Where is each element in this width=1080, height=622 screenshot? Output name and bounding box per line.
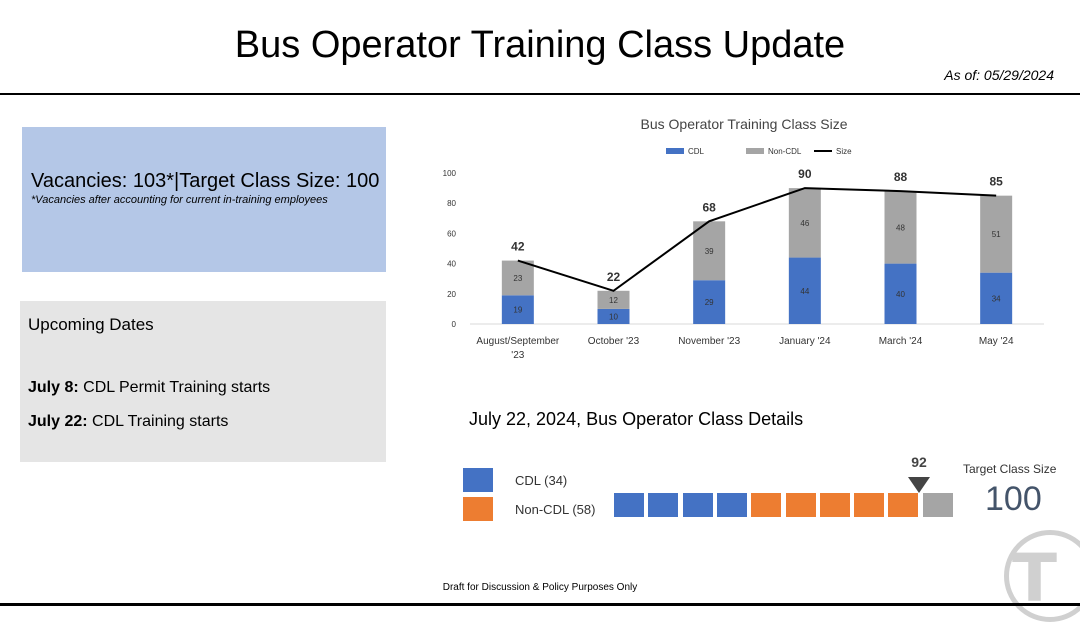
date-item-text: CDL Training starts bbox=[87, 413, 229, 430]
data-label-size: 88 bbox=[894, 170, 908, 184]
bar-non-cdl bbox=[788, 188, 821, 258]
legend-label: Size bbox=[836, 147, 852, 156]
data-label-cdl: 40 bbox=[896, 290, 905, 299]
bar-cdl bbox=[501, 295, 534, 324]
vacancies-footnote: *Vacancies after accounting for current … bbox=[31, 194, 328, 206]
data-label-non-cdl: 12 bbox=[609, 296, 618, 305]
composition-block bbox=[819, 493, 850, 517]
class-size-chart: Bus Operator Training Class Size CDL Non-C… bbox=[443, 116, 1044, 361]
data-label-size: 68 bbox=[702, 200, 716, 214]
x-tick-label: August/September bbox=[476, 336, 559, 347]
y-tick-label: 20 bbox=[447, 290, 456, 299]
bar-non-cdl bbox=[501, 260, 534, 296]
vacancies-panel: Vacancies: 103*|Target Class Size: 100 *… bbox=[22, 127, 386, 272]
y-tick-label: 0 bbox=[452, 320, 457, 329]
as-of-date: As of: 05/29/2024 bbox=[944, 67, 1054, 83]
header-divider bbox=[0, 93, 1080, 95]
composition-block bbox=[751, 493, 782, 517]
bar-non-cdl bbox=[693, 221, 726, 281]
y-tick-label: 40 bbox=[447, 260, 456, 269]
legend-swatch bbox=[746, 148, 764, 154]
legend-label-non-cdl: Non-CDL (58) bbox=[515, 502, 596, 517]
data-label-size: 85 bbox=[989, 175, 1003, 189]
upcoming-dates-panel: Upcoming Dates July 8: CDL Permit Traini… bbox=[20, 301, 386, 462]
date-item: July 22: CDL Training starts bbox=[28, 413, 228, 431]
marker-value: 92 bbox=[911, 454, 927, 470]
class-details-title: July 22, 2024, Bus Operator Class Detail… bbox=[469, 409, 804, 429]
bar-cdl bbox=[980, 272, 1013, 324]
footer-divider bbox=[0, 603, 1080, 606]
composition-block bbox=[614, 493, 644, 517]
data-label-non-cdl: 39 bbox=[705, 247, 714, 256]
y-tick-label: 100 bbox=[443, 169, 457, 178]
data-label-non-cdl: 23 bbox=[513, 274, 522, 283]
bar-cdl bbox=[597, 308, 630, 324]
data-label-cdl: 44 bbox=[800, 287, 809, 296]
target-class-size-value: 100 bbox=[985, 480, 1042, 518]
bar-cdl bbox=[788, 257, 821, 324]
bar-non-cdl bbox=[980, 195, 1013, 273]
x-tick-label: March '24 bbox=[879, 336, 923, 347]
data-label-cdl: 29 bbox=[705, 298, 714, 307]
page-title: Bus Operator Training Class Update bbox=[234, 24, 846, 66]
composition-block bbox=[682, 493, 713, 517]
legend-label: Non-CDL bbox=[768, 147, 802, 156]
y-tick-label: 80 bbox=[447, 199, 456, 208]
x-tick-label: November '23 bbox=[678, 336, 740, 347]
target-class-size-label: Target Class Size bbox=[963, 462, 1057, 476]
footer-disclaimer: Draft for Discussion & Policy Purposes O… bbox=[442, 582, 638, 593]
data-label-cdl: 10 bbox=[609, 312, 618, 321]
composition-block bbox=[716, 493, 747, 517]
x-tick-label: October '23 bbox=[588, 336, 640, 347]
composition-block bbox=[922, 493, 953, 517]
bar-cdl bbox=[693, 280, 726, 324]
date-item-text: CDL Permit Training starts bbox=[78, 379, 271, 396]
legend-swatch-cdl bbox=[463, 468, 493, 492]
composition-block bbox=[785, 493, 816, 517]
x-tick-label: January '24 bbox=[779, 336, 831, 347]
data-label-cdl: 34 bbox=[992, 294, 1001, 303]
bar-non-cdl bbox=[884, 191, 917, 264]
date-item-date: July 22: bbox=[28, 413, 88, 430]
date-item-date: July 8: bbox=[28, 379, 79, 396]
composition-block bbox=[648, 493, 679, 517]
x-tick-label: '23 bbox=[511, 350, 524, 361]
line-size bbox=[517, 187, 997, 292]
marker-triangle-icon bbox=[908, 477, 930, 493]
upcoming-dates-title: Upcoming Dates bbox=[28, 315, 154, 334]
bar-cdl bbox=[884, 263, 917, 324]
composition-block bbox=[854, 493, 885, 517]
bar-non-cdl bbox=[597, 290, 630, 309]
legend-swatch bbox=[666, 148, 684, 154]
y-tick-label: 60 bbox=[447, 229, 456, 238]
data-label-non-cdl: 51 bbox=[992, 230, 1001, 239]
data-label-size: 90 bbox=[798, 167, 812, 181]
x-tick-label: May '24 bbox=[979, 336, 1014, 347]
legend-label-cdl: CDL (34) bbox=[515, 473, 568, 488]
date-item: July 8: CDL Permit Training starts bbox=[28, 379, 270, 397]
legend-label: CDL bbox=[688, 147, 705, 156]
legend-swatch-non-cdl bbox=[463, 497, 493, 521]
vacancies-summary: Vacancies: 103*|Target Class Size: 100 bbox=[31, 170, 380, 192]
data-label-cdl: 19 bbox=[513, 306, 522, 315]
chart-title: Bus Operator Training Class Size bbox=[641, 116, 848, 132]
data-label-non-cdl: 46 bbox=[800, 219, 809, 228]
data-label-non-cdl: 48 bbox=[896, 223, 905, 232]
composition-block bbox=[888, 493, 919, 517]
data-label-size: 22 bbox=[607, 270, 621, 284]
data-label-size: 42 bbox=[511, 240, 525, 254]
